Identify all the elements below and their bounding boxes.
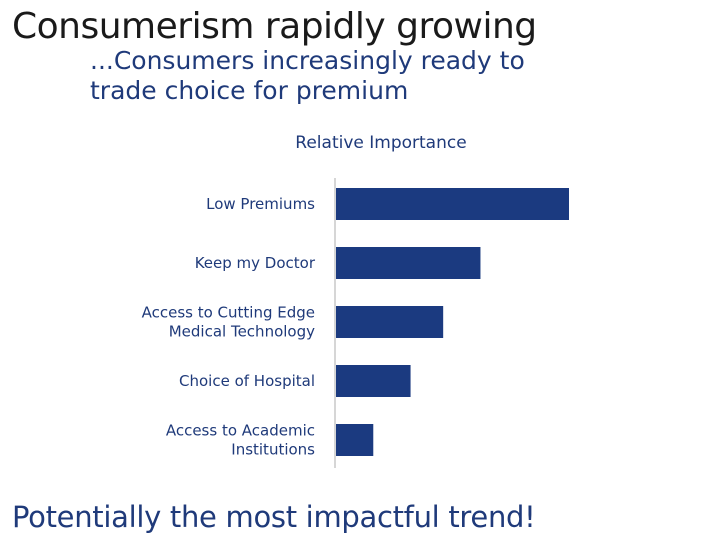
category-label: Access to Academic <box>166 422 315 440</box>
slide-title: Consumerism rapidly growing <box>12 6 537 47</box>
subtitle-line-2: trade choice for premium <box>90 76 409 105</box>
bar <box>336 424 374 456</box>
bar <box>336 188 569 220</box>
slide-subtitle: ...Consumers increasingly ready to trade… <box>90 46 525 106</box>
relative-importance-chart: Relative Importance Low Premiums Keep my D… <box>142 133 569 468</box>
category-label: Choice of Hospital <box>179 372 315 390</box>
bar <box>336 247 481 279</box>
category-label: Medical Technology <box>169 323 315 341</box>
category-label: Keep my Doctor <box>195 254 316 272</box>
subtitle-line-1: ...Consumers increasingly ready to <box>90 46 525 75</box>
bar <box>336 365 411 397</box>
chart-title: Relative Importance <box>295 133 466 153</box>
slide-footer: Potentially the most impactful trend! <box>12 500 536 534</box>
category-label: Access to Cutting Edge <box>142 304 315 322</box>
category-label: Low Premiums <box>206 195 315 213</box>
bar <box>336 306 444 338</box>
category-label: Institutions <box>231 441 315 459</box>
